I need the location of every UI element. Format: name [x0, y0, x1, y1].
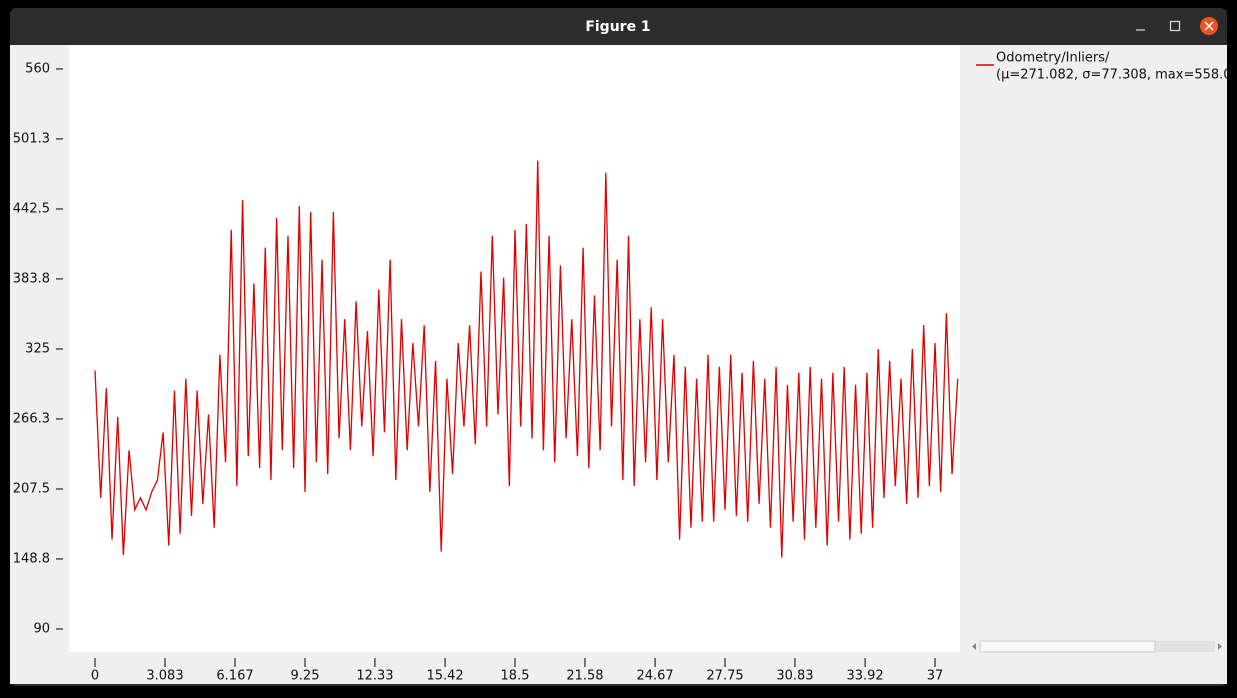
legend-label: Odometry/Inliers/: [996, 51, 1110, 66]
y-tick-label: 560: [25, 61, 50, 76]
x-tick-label: 21.58: [566, 669, 603, 684]
x-tick-label: 0: [91, 669, 99, 684]
y-tick-label: 207.5: [13, 481, 50, 496]
x-tick-label: 37: [927, 669, 944, 684]
data-line: [94, 160, 959, 558]
x-tick-label: 9.25: [291, 669, 320, 684]
x-tick-label: 18.5: [501, 669, 530, 684]
plot-area: [69, 45, 960, 652]
x-tick-label: 27.75: [706, 669, 743, 684]
y-tick-label: 266.3: [13, 411, 50, 426]
x-tick-label: 6.167: [216, 669, 253, 684]
x-tick-label: 12.33: [356, 669, 393, 684]
maximize-button[interactable]: [1169, 20, 1181, 32]
scrollbar-thumb[interactable]: [979, 640, 1156, 653]
x-tick-label: 30.83: [776, 669, 813, 684]
window-title: Figure 1: [585, 19, 650, 35]
close-icon: [1204, 21, 1214, 31]
y-tick-label: 383.8: [13, 271, 50, 286]
y-tick-label: 442.5: [13, 201, 50, 216]
y-tick-label: 148.8: [13, 551, 50, 566]
x-tick-label: 3.083: [146, 669, 183, 684]
y-tick-label: 90: [33, 622, 50, 637]
x-tick-label: 15.42: [426, 669, 463, 684]
y-tick-label: 501.3: [13, 131, 50, 146]
legend-stats: (μ=271.082, σ=77.308, max=558.00: [996, 68, 1237, 83]
legend-panel: [962, 45, 1227, 684]
x-tick-label: 33.92: [846, 669, 883, 684]
y-tick-label: 325: [25, 341, 50, 356]
x-tick-label: 24.67: [636, 669, 673, 684]
legend-clip: Odometry/Inliers/ (μ=271.082, σ=77.308, …: [996, 51, 1237, 83]
